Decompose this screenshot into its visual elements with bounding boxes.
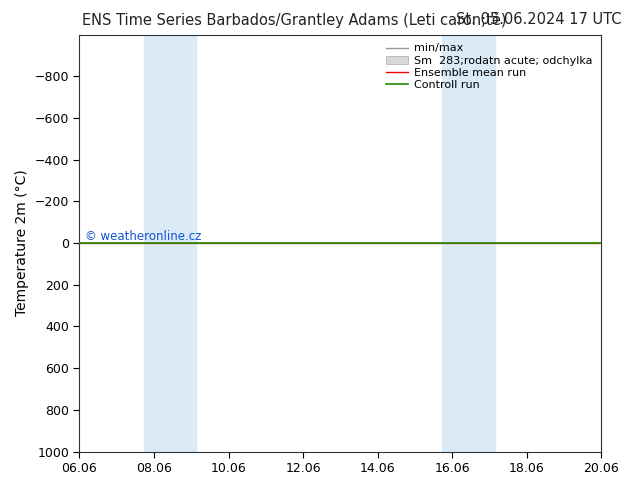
Y-axis label: Temperature 2m (°C): Temperature 2m (°C) — [15, 170, 29, 317]
Text: St. 05.06.2024 17 UTC: St. 05.06.2024 17 UTC — [456, 12, 621, 27]
Text: ENS Time Series Barbados/Grantley Adams (Leti caron;tě): ENS Time Series Barbados/Grantley Adams … — [82, 12, 507, 28]
Legend: min/max, Sm  283;rodatn acute; odchylka, Ensemble mean run, Controll run: min/max, Sm 283;rodatn acute; odchylka, … — [383, 40, 595, 94]
Text: © weatheronline.cz: © weatheronline.cz — [85, 230, 201, 243]
Bar — [145, 35, 197, 452]
Bar — [443, 35, 495, 452]
